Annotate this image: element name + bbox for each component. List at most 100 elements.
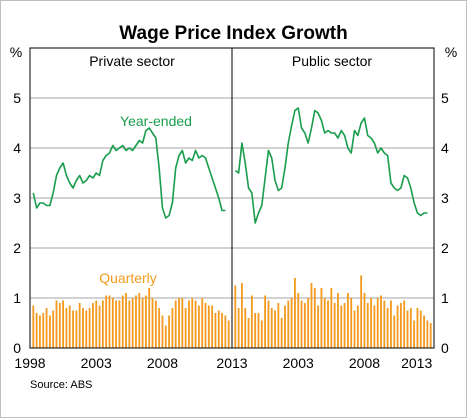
quarterly-bar [221,313,223,348]
x-tick-label: 2008 [147,355,178,371]
y-tick-label-right: 5 [441,90,449,106]
quarterly-bar [366,303,369,348]
quarterly-bar [55,300,58,348]
annotation-quarterly: Quarterly [99,270,157,286]
quarterly-bar [138,293,141,348]
quarterly-bar [350,298,353,348]
quarterly-bar [426,320,429,348]
y-tick-label-right: 3 [441,190,449,206]
panel-title-private: Private sector [89,53,175,69]
quarterly-bar [267,300,270,348]
quarterly-bar [72,310,74,348]
quarterly-bar [158,308,161,348]
quarterly-bar [141,298,144,348]
x-tick-label: 1998 [14,355,45,371]
quarterly-bar [148,288,151,348]
quarterly-bar [95,300,98,348]
quarterly-bar [211,305,214,348]
quarterly-bar [363,293,366,348]
quarterly-bar [260,320,263,348]
quarterly-bar [171,308,174,348]
quarterly-bar [88,308,91,348]
quarterly-bar [393,315,396,348]
quarterly-bar [168,315,170,348]
y-tick-label-right: 2 [441,240,449,256]
quarterly-bar [227,320,230,348]
quarterly-bar [310,283,313,348]
quarterly-bar [75,310,78,348]
quarterly-bar [277,303,280,348]
quarterly-bar [118,300,121,348]
quarterly-bar [201,298,204,348]
quarterly-bar [78,303,81,348]
quarterly-bar [178,298,180,348]
y-tick-label-right: 0 [441,340,449,356]
x-tick-label: 2003 [283,355,314,371]
quarterly-bar [376,298,379,348]
quarterly-bar [197,305,200,348]
quarterly-bar [416,308,419,348]
quarterly-bar [280,318,283,348]
quarterly-bar [396,305,399,348]
quarterly-bar [333,303,336,348]
quarterly-bar [161,315,164,348]
quarterly-bar [254,313,257,348]
quarterly-bar [115,300,118,348]
quarterly-bar [105,295,108,348]
quarterly-bar [337,293,339,348]
source-note: Source: ABS [30,379,92,391]
y-tick-label-left: 2 [13,240,21,256]
quarterly-bar [250,295,253,348]
quarterly-bar [303,303,306,348]
quarterly-bar [320,288,323,348]
quarterly-bar [294,278,296,348]
quarterly-bar [194,300,197,348]
quarterly-bar [92,303,94,348]
quarterly-bar [323,298,326,348]
quarterly-bar [42,313,45,348]
quarterly-bar [32,305,35,348]
quarterly-bar [48,315,51,348]
quarterly-bar [108,295,111,348]
y-tick-label-right: 1 [441,290,449,306]
quarterly-bar [413,320,416,348]
quarterly-bar [317,305,320,348]
quarterly-bar [244,308,247,348]
quarterly-bar [307,298,310,348]
quarterly-bar [346,293,349,348]
x-tick-label: 2013 [401,355,432,371]
x-tick-label: 2003 [81,355,112,371]
quarterly-bar [287,300,290,348]
unit-label-left: % [10,44,22,60]
quarterly-bar [125,293,127,348]
quarterly-bar [356,305,359,348]
quarterly-bar [340,305,343,348]
quarterly-bar [406,310,409,348]
y-tick-labels-left: 0 1 2 3 4 5 [13,90,21,356]
quarterly-bar [131,298,134,348]
x-tick-label-shared: 2013 [216,355,247,371]
quarterly-bar [274,310,276,348]
quarterly-bar [164,325,167,348]
quarterly-bar [217,310,220,348]
y-tick-label-left: 3 [13,190,21,206]
quarterly-bar [184,308,187,348]
quarterly-bar [234,285,237,348]
quarterly-bar [343,303,346,348]
quarterly-bar [224,315,227,348]
quarterly-bar [101,300,104,348]
panel-title-public: Public sector [292,53,372,69]
y-tick-label-right: 4 [441,140,449,156]
chart-title: Wage Price Index Growth [119,23,347,44]
quarterly-bar [390,300,392,348]
y-tick-label-left: 0 [13,340,21,356]
quarterly-bar [403,300,406,348]
quarterly-bar [128,300,131,348]
quarterly-bar [419,310,422,348]
year-ended-line [234,107,428,224]
quarterly-bar [58,303,61,348]
quarterly-bar [85,310,88,348]
quarterly-bar [290,298,293,348]
